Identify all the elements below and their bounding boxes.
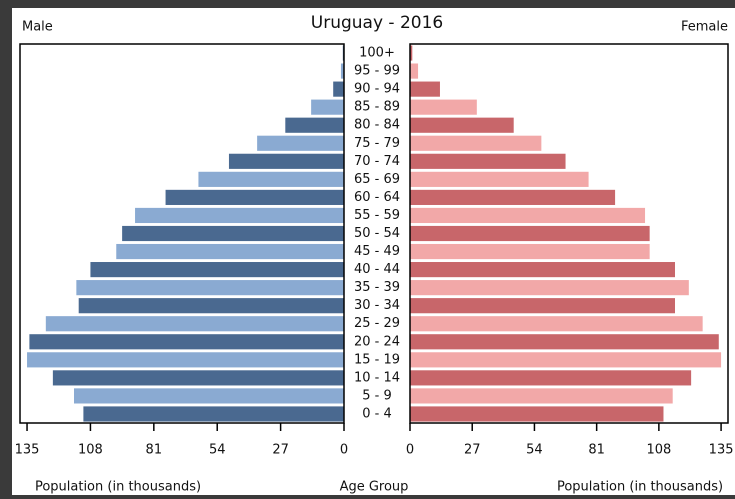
female-bar	[410, 280, 689, 295]
male-bar	[229, 154, 344, 169]
female-bar	[410, 190, 615, 205]
female-bar	[410, 244, 650, 259]
male-bar	[198, 172, 344, 187]
chart-title: Uruguay - 2016	[311, 13, 443, 33]
female-label: Female	[681, 20, 728, 35]
x-tick-label: 81	[588, 443, 605, 458]
male-bar	[83, 406, 344, 421]
female-bar	[410, 316, 703, 331]
x-tick-label: 0	[406, 443, 414, 458]
female-bar	[410, 406, 663, 421]
x-tick-label: 135	[709, 443, 734, 458]
male-bar	[257, 136, 344, 151]
female-bar	[410, 298, 675, 313]
male-bar	[135, 208, 344, 223]
male-bar	[76, 280, 344, 295]
chart: Male Uruguay - 2016 Female Population (i…	[0, 0, 735, 495]
x-tick-label: 108	[78, 443, 103, 458]
female-bar	[410, 334, 719, 349]
male-bar	[79, 298, 344, 313]
male-bar	[29, 334, 344, 349]
age-label: 35 - 39	[354, 280, 400, 295]
female-bar	[410, 208, 645, 223]
x-tick-label: 54	[526, 443, 543, 458]
male-bar	[333, 82, 344, 97]
age-label: 30 - 34	[354, 298, 400, 313]
center-axis-label: Age Group	[340, 480, 409, 495]
male-bar	[74, 388, 344, 403]
age-label: 45 - 49	[354, 244, 400, 259]
male-bar	[27, 352, 344, 367]
age-label: 70 - 74	[354, 154, 400, 169]
age-label: 0 - 4	[362, 406, 392, 421]
female-bar	[410, 172, 589, 187]
age-label: 100+	[359, 46, 395, 61]
male-bar	[122, 226, 344, 241]
female-bar	[410, 262, 675, 277]
female-bar	[410, 82, 440, 97]
female-bar	[410, 154, 566, 169]
x-tick-label: 135	[15, 443, 40, 458]
x-tick-label: 0	[340, 443, 348, 458]
x-tick-label: 27	[464, 443, 481, 458]
female-bar	[410, 136, 541, 151]
x-axis-label: Population (in thousands)	[35, 480, 201, 495]
x-axis-label: Population (in thousands)	[557, 480, 723, 495]
male-bar	[53, 370, 344, 385]
male-bar	[311, 100, 344, 115]
age-label: 40 - 44	[354, 262, 400, 277]
age-label: 25 - 29	[354, 316, 400, 331]
age-label: 80 - 84	[354, 118, 400, 133]
male-bar	[285, 118, 344, 133]
age-label: 65 - 69	[354, 172, 400, 187]
x-tick-label: 27	[272, 443, 289, 458]
age-label: 5 - 9	[362, 388, 392, 403]
female-bar	[410, 63, 418, 78]
x-tick-label: 108	[646, 443, 671, 458]
age-label: 55 - 59	[354, 208, 400, 223]
male-bar	[166, 190, 344, 205]
age-label: 95 - 99	[354, 64, 400, 79]
age-label: 15 - 19	[354, 352, 400, 367]
male-bar	[90, 262, 344, 277]
age-label: 85 - 89	[354, 100, 400, 115]
age-label: 50 - 54	[354, 226, 400, 241]
age-label: 60 - 64	[354, 190, 400, 205]
age-label: 75 - 79	[354, 136, 400, 151]
age-label: 90 - 94	[354, 82, 400, 97]
female-bar	[410, 100, 477, 115]
female-bar	[410, 352, 721, 367]
female-bar	[410, 370, 691, 385]
female-bar	[410, 118, 514, 133]
male-bar	[46, 316, 344, 331]
age-label: 20 - 24	[354, 334, 400, 349]
male-label: Male	[22, 20, 53, 35]
x-tick-label: 54	[209, 443, 226, 458]
female-bar	[410, 226, 650, 241]
page: {"chart_data": { "type": "pyramid", "tit…	[0, 0, 735, 495]
male-bar	[116, 244, 344, 259]
age-label: 10 - 14	[354, 370, 400, 385]
female-bar	[410, 388, 673, 403]
x-tick-label: 81	[146, 443, 163, 458]
